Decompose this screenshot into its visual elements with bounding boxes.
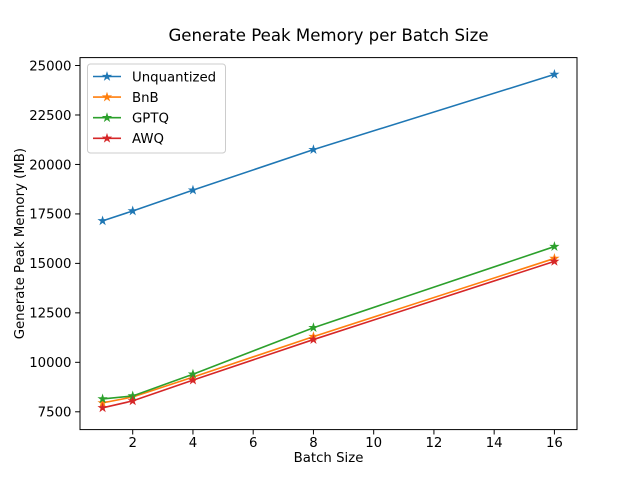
data-point-marker-awq	[549, 256, 560, 266]
y-tick-label: 15000	[29, 257, 71, 272]
y-tick-label: 20000	[29, 158, 71, 173]
y-tick-label: 7500	[38, 406, 72, 421]
data-point-marker-gptq	[187, 368, 199, 379]
y-tick-label: 10000	[29, 356, 71, 371]
legend-item-awq: AWQ	[93, 132, 164, 147]
y-tick-label: 17500	[29, 208, 71, 223]
x-tick-label: 12	[425, 436, 442, 451]
y-tick-label: 22500	[29, 109, 71, 124]
x-tick-label: 10	[365, 436, 382, 451]
x-tick-label: 6	[249, 436, 257, 451]
data-point-marker-gptq	[97, 393, 108, 404]
legend-marker-icon	[101, 91, 113, 102]
data-point-marker-unquantized	[97, 215, 108, 226]
x-tick-label: 14	[486, 436, 503, 451]
legend-label: BnB	[132, 91, 159, 106]
legend-marker-icon	[101, 112, 113, 123]
data-point-marker-gptq	[308, 322, 319, 333]
axes-frame	[79, 57, 578, 431]
data-point-marker-unquantized	[308, 144, 319, 154]
x-tick-label: 16	[546, 436, 563, 451]
legend-marker-icon	[101, 71, 113, 81]
data-point-marker-awq	[308, 334, 319, 344]
legend-item-bnb: BnB	[93, 91, 159, 106]
legend-item-unquantized: Unquantized	[93, 70, 216, 85]
legend-marker-icon	[101, 132, 113, 143]
x-tick-label: 4	[189, 436, 197, 451]
data-point-marker-awq	[187, 374, 199, 385]
data-point-marker-gptq	[549, 241, 560, 251]
chart-title: Generate Peak Memory per Batch Size	[168, 26, 488, 45]
legend-label: Unquantized	[132, 70, 216, 85]
legend-label: AWQ	[132, 132, 164, 147]
data-point-marker-awq	[97, 402, 108, 413]
data-point-marker-unquantized	[549, 69, 560, 79]
data-point-marker-awq	[127, 395, 138, 406]
legend-box	[87, 63, 226, 154]
data-point-marker-bnb	[97, 397, 108, 408]
x-tick-label: 8	[309, 436, 317, 451]
legend-item-gptq: GPTQ	[93, 112, 169, 127]
y-axis-label: Generate Peak Memory (MB)	[13, 148, 28, 339]
data-point-marker-unquantized	[187, 184, 199, 195]
y-tick-label: 25000	[29, 59, 71, 74]
x-axis-label: Batch Size	[294, 451, 364, 466]
data-point-marker-unquantized	[127, 205, 138, 216]
data-point-marker-gptq	[127, 390, 138, 401]
x-tick-label: 2	[128, 436, 136, 451]
legend-label: GPTQ	[132, 112, 169, 127]
y-tick-label: 12500	[29, 307, 71, 322]
legend: Unquantized BnB GPTQ AWQ	[87, 63, 226, 154]
